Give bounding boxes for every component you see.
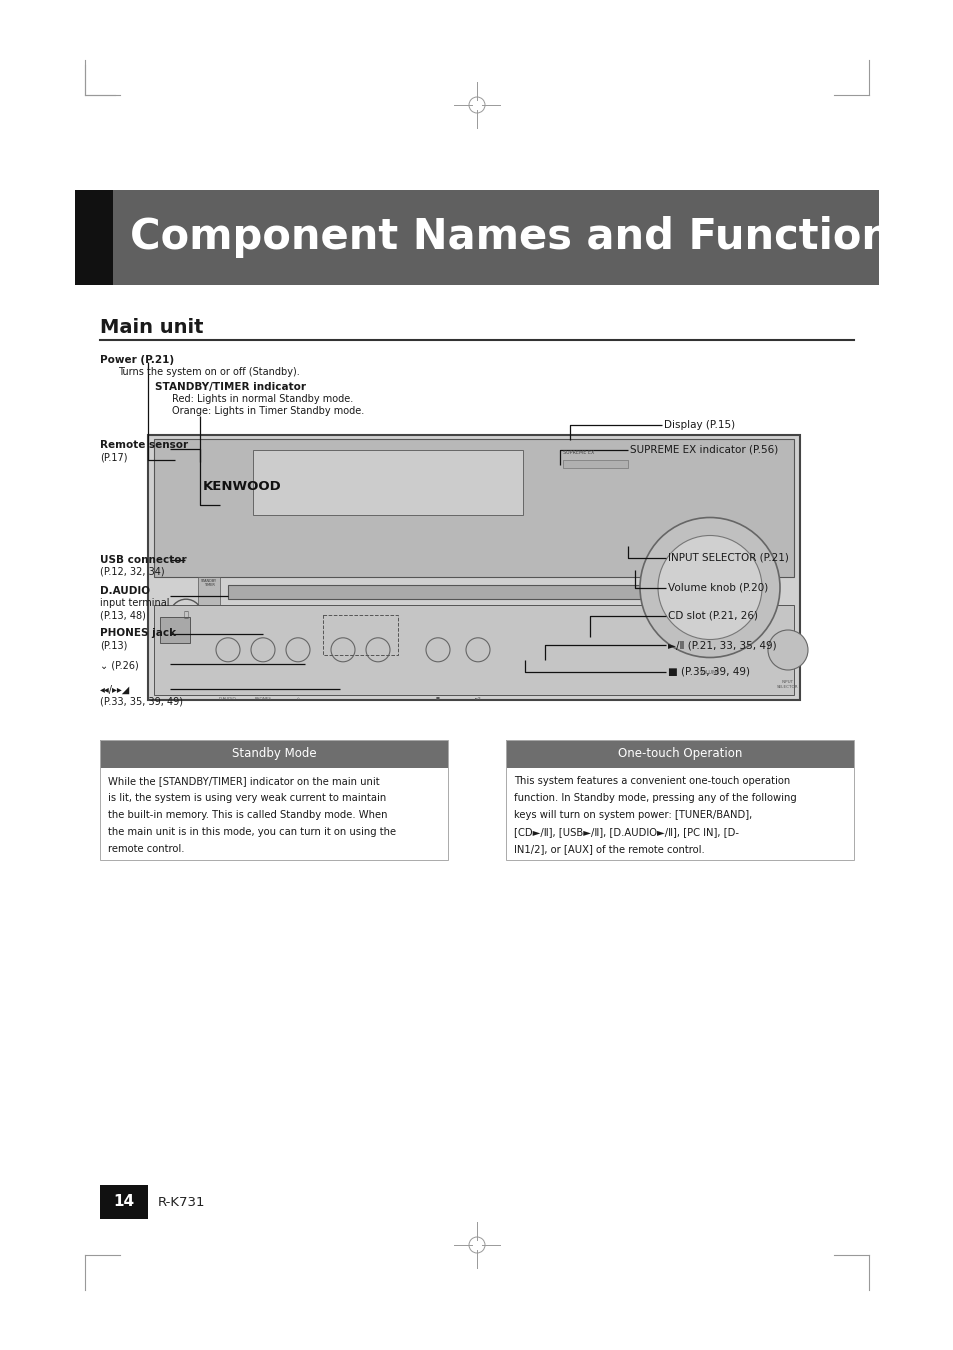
Text: SUPREME EX: SUPREME EX: [562, 450, 594, 455]
Text: ■: ■: [436, 697, 439, 701]
Text: INPUT
SELECTOR: INPUT SELECTOR: [777, 680, 798, 688]
Text: ⏻: ⏻: [183, 610, 189, 620]
Text: (P.13): (P.13): [100, 640, 128, 649]
Bar: [253, 450, 522, 514]
Text: remote control.: remote control.: [108, 844, 184, 855]
Text: VOLUME: VOLUME: [700, 670, 720, 675]
Bar: [75, 190, 112, 285]
Bar: [505, 740, 853, 860]
Circle shape: [658, 536, 761, 640]
Text: PHONES jack: PHONES jack: [100, 628, 176, 639]
Bar: [323, 614, 397, 655]
Text: One-touch Operation: One-touch Operation: [618, 748, 741, 760]
Text: (P.33, 35, 39, 49): (P.33, 35, 39, 49): [100, 697, 183, 707]
Text: While the [STANDBY/TIMER] indicator on the main unit: While the [STANDBY/TIMER] indicator on t…: [108, 776, 379, 786]
Text: STANDBY
TIMER: STANDBY TIMER: [201, 579, 217, 587]
Text: Remote sensor: Remote sensor: [100, 440, 188, 450]
Bar: [148, 435, 800, 701]
Text: keys will turn on system power: [TUNER/BAND],: keys will turn on system power: [TUNER/B…: [514, 810, 752, 819]
Bar: [153, 605, 793, 695]
Text: R-K731: R-K731: [158, 1196, 205, 1208]
Bar: [228, 585, 655, 599]
Text: ◂◂/▸▸◢: ◂◂/▸▸◢: [100, 684, 131, 695]
Text: Red: Lights in normal Standby mode.: Red: Lights in normal Standby mode.: [172, 394, 353, 404]
Text: PHONES: PHONES: [254, 697, 272, 701]
Bar: [153, 439, 793, 576]
Text: Standby Mode: Standby Mode: [232, 748, 316, 760]
Text: Volume knob (P.20): Volume knob (P.20): [667, 583, 767, 593]
Bar: [75, 190, 878, 285]
Circle shape: [639, 517, 780, 657]
Text: ►/Ⅱ: ►/Ⅱ: [475, 697, 480, 701]
Text: ⌄ (P.26): ⌄ (P.26): [100, 660, 138, 670]
Text: D.AUDIO: D.AUDIO: [100, 586, 150, 595]
Text: Power (P.21): Power (P.21): [100, 355, 174, 364]
Text: (P.13, 48): (P.13, 48): [100, 610, 146, 620]
Text: Main unit: Main unit: [100, 319, 203, 338]
Text: Component Names and Functions: Component Names and Functions: [130, 216, 915, 258]
Text: ■ (P.35, 39, 49): ■ (P.35, 39, 49): [667, 667, 749, 676]
Text: CD slot (P.21, 26): CD slot (P.21, 26): [667, 612, 758, 621]
Text: ⌂: ⌂: [296, 697, 299, 701]
Text: is lit, the system is using very weak current to maintain: is lit, the system is using very weak cu…: [108, 792, 386, 803]
Text: [CD►/Ⅱ], [USB►/Ⅱ], [D.AUDIO►/Ⅱ], [PC IN], [D-: [CD►/Ⅱ], [USB►/Ⅱ], [D.AUDIO►/Ⅱ], [PC IN]…: [514, 828, 739, 837]
Text: input terminal: input terminal: [100, 598, 170, 608]
Bar: [100, 740, 448, 860]
Bar: [100, 740, 448, 768]
Text: IN1/2], or [AUX] of the remote control.: IN1/2], or [AUX] of the remote control.: [514, 844, 704, 855]
Text: (P.17): (P.17): [100, 452, 128, 462]
Text: STANDBY/TIMER indicator: STANDBY/TIMER indicator: [154, 382, 306, 391]
Text: This system features a convenient one-touch operation: This system features a convenient one-to…: [514, 776, 789, 786]
Bar: [562, 460, 627, 468]
Text: USB connector: USB connector: [100, 555, 187, 566]
Bar: [505, 740, 853, 768]
Bar: [100, 1185, 148, 1219]
Text: KENWOOD: KENWOOD: [203, 481, 281, 493]
Text: INPUT SELECTOR (P.21): INPUT SELECTOR (P.21): [667, 554, 788, 563]
Text: Turns the system on or off (Standby).: Turns the system on or off (Standby).: [118, 367, 299, 377]
Text: the main unit is in this mode, you can turn it on using the: the main unit is in this mode, you can t…: [108, 828, 395, 837]
Text: the built-in memory. This is called Standby mode. When: the built-in memory. This is called Stan…: [108, 810, 387, 819]
Bar: [160, 617, 190, 643]
Text: 14: 14: [113, 1195, 134, 1210]
Text: SUPREME EX indicator (P.56): SUPREME EX indicator (P.56): [629, 446, 778, 455]
Text: (P.12, 32, 34): (P.12, 32, 34): [100, 567, 165, 576]
Text: function. In Standby mode, pressing any of the following: function. In Standby mode, pressing any …: [514, 792, 796, 803]
Circle shape: [767, 630, 807, 670]
Text: ►/Ⅱ (P.21, 33, 35, 49): ►/Ⅱ (P.21, 33, 35, 49): [667, 640, 776, 649]
Text: Display (P.15): Display (P.15): [663, 420, 735, 431]
Text: D.AUDIO: D.AUDIO: [219, 697, 236, 701]
Bar: [198, 576, 220, 605]
Text: Orange: Lights in Timer Standby mode.: Orange: Lights in Timer Standby mode.: [172, 406, 364, 416]
